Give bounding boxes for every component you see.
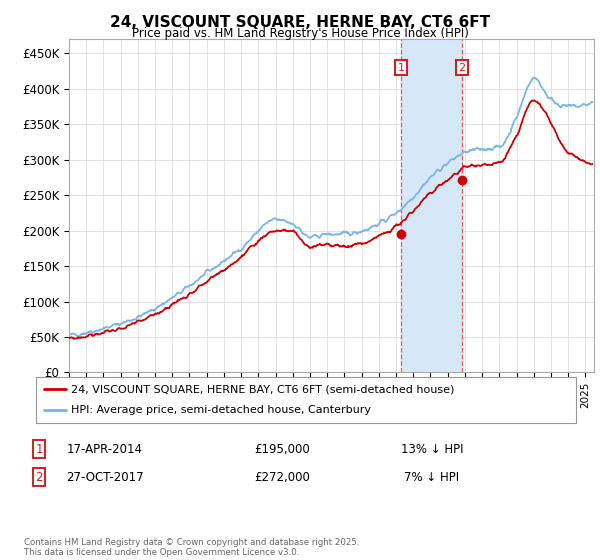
- Text: 1: 1: [398, 63, 404, 73]
- Text: Contains HM Land Registry data © Crown copyright and database right 2025.
This d: Contains HM Land Registry data © Crown c…: [24, 538, 359, 557]
- Text: 2: 2: [458, 63, 466, 73]
- Text: Price paid vs. HM Land Registry's House Price Index (HPI): Price paid vs. HM Land Registry's House …: [131, 27, 469, 40]
- Text: HPI: Average price, semi-detached house, Canterbury: HPI: Average price, semi-detached house,…: [71, 405, 371, 416]
- Text: 7% ↓ HPI: 7% ↓ HPI: [404, 470, 460, 484]
- Text: 1: 1: [35, 442, 43, 456]
- Bar: [401, 39, 462, 372]
- Text: £195,000: £195,000: [254, 442, 310, 456]
- Text: 27-OCT-2017: 27-OCT-2017: [66, 470, 144, 484]
- Text: 24, VISCOUNT SQUARE, HERNE BAY, CT6 6FT: 24, VISCOUNT SQUARE, HERNE BAY, CT6 6FT: [110, 15, 490, 30]
- Text: 17-APR-2014: 17-APR-2014: [67, 442, 143, 456]
- Text: 24, VISCOUNT SQUARE, HERNE BAY, CT6 6FT (semi-detached house): 24, VISCOUNT SQUARE, HERNE BAY, CT6 6FT …: [71, 384, 454, 394]
- Text: £272,000: £272,000: [254, 470, 310, 484]
- Text: 2: 2: [35, 470, 43, 484]
- Text: 13% ↓ HPI: 13% ↓ HPI: [401, 442, 463, 456]
